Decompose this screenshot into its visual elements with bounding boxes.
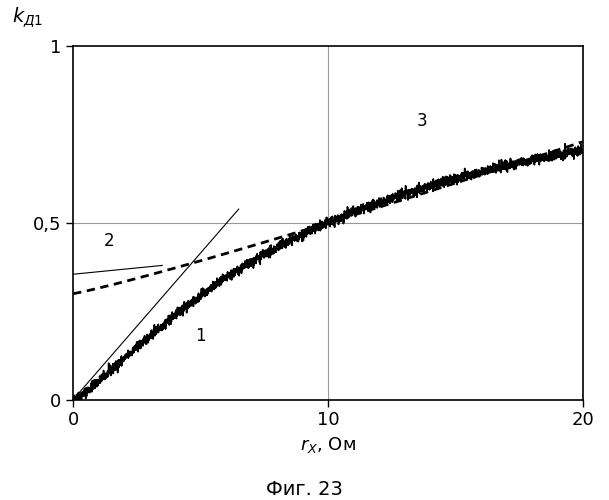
Text: 3: 3 (417, 112, 428, 130)
Text: 1: 1 (195, 328, 206, 345)
Y-axis label: $k_{Д1}$: $k_{Д1}$ (12, 6, 43, 28)
X-axis label: $r_{X}$, Ом: $r_{X}$, Ом (300, 435, 356, 455)
Text: 2: 2 (104, 232, 114, 250)
Text: Фиг. 23: Фиг. 23 (266, 480, 343, 499)
